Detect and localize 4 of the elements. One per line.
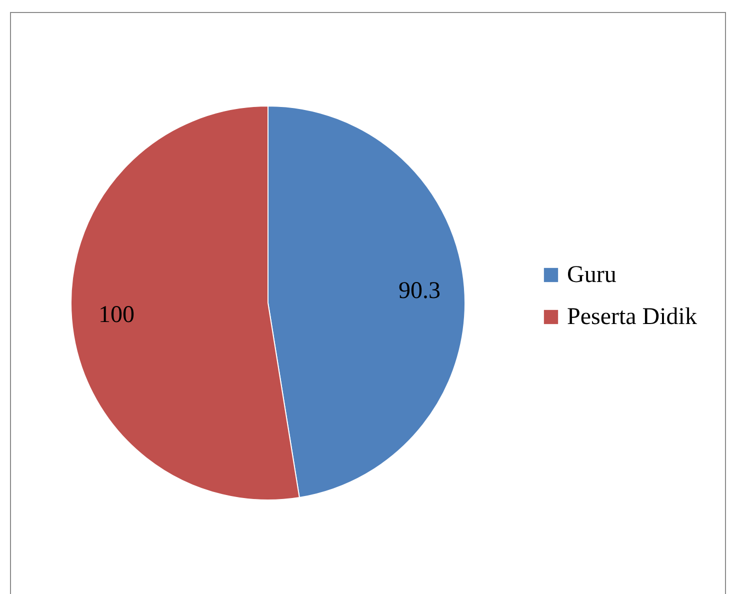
legend-label: Guru (567, 262, 616, 288)
legend-label: Peserta Didik (567, 304, 697, 330)
data-label: 90.3 (398, 278, 441, 304)
data-label: 100 (98, 302, 134, 328)
